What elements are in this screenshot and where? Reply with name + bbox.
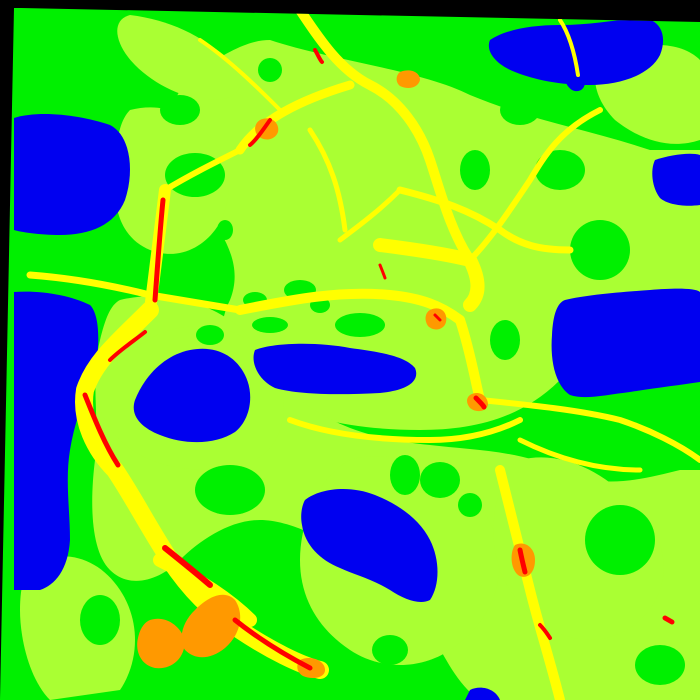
water-body	[551, 288, 700, 398]
low-density-layer	[26, 8, 700, 700]
water-body	[133, 348, 251, 443]
water-body	[652, 153, 700, 206]
medium-density-layer	[137, 70, 535, 678]
water-body	[301, 488, 438, 602]
water-body	[488, 18, 664, 85]
water-body	[253, 343, 417, 395]
water-body	[14, 291, 99, 590]
water-body	[465, 687, 500, 700]
water-body	[14, 114, 130, 235]
high-density-layer	[82, 48, 675, 671]
water-layer	[14, 18, 700, 700]
water-body	[565, 73, 585, 92]
